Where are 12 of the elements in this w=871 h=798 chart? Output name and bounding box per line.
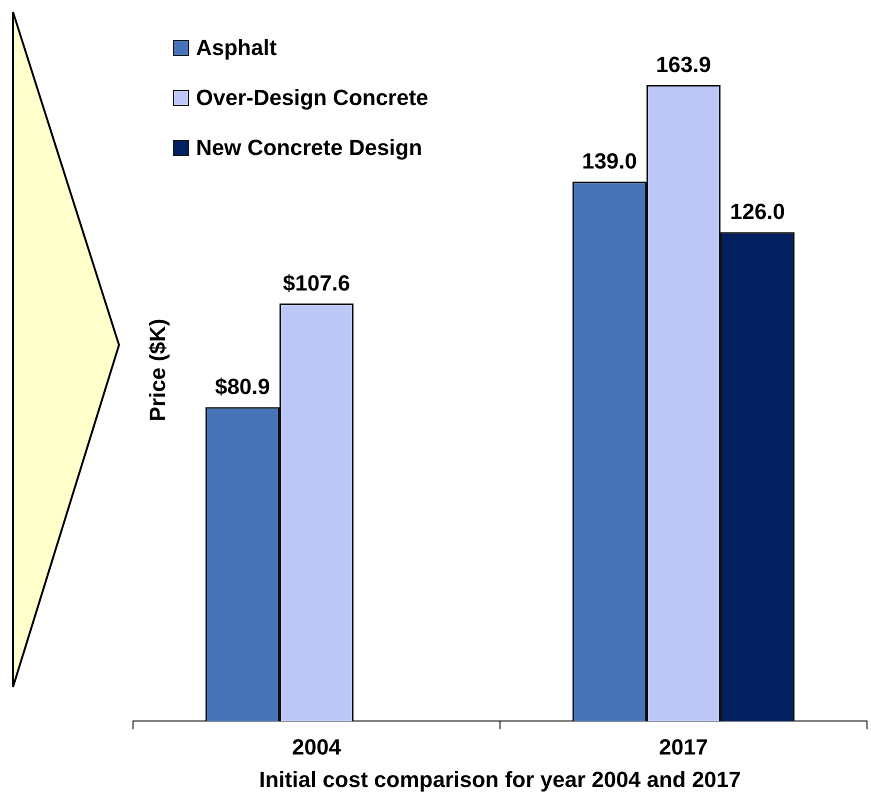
legend-label: Asphalt bbox=[196, 35, 277, 61]
x-axis-title: Initial cost comparison for year 2004 and 2017 bbox=[259, 766, 741, 792]
data-label: 163.9 bbox=[656, 52, 712, 78]
x-tick-label: 2004 bbox=[292, 734, 342, 760]
y-axis-title: Price ($K) bbox=[145, 318, 171, 422]
legend-label: New Concrete Design bbox=[196, 135, 422, 161]
legend-label: Over-Design Concrete bbox=[196, 85, 428, 111]
data-label: $107.6 bbox=[282, 270, 350, 296]
data-label: 126.0 bbox=[730, 199, 786, 224]
x-tick-label: 2017 bbox=[659, 734, 708, 760]
data-label: 139.0 bbox=[582, 148, 638, 174]
data-label: $80.9 bbox=[214, 374, 270, 400]
